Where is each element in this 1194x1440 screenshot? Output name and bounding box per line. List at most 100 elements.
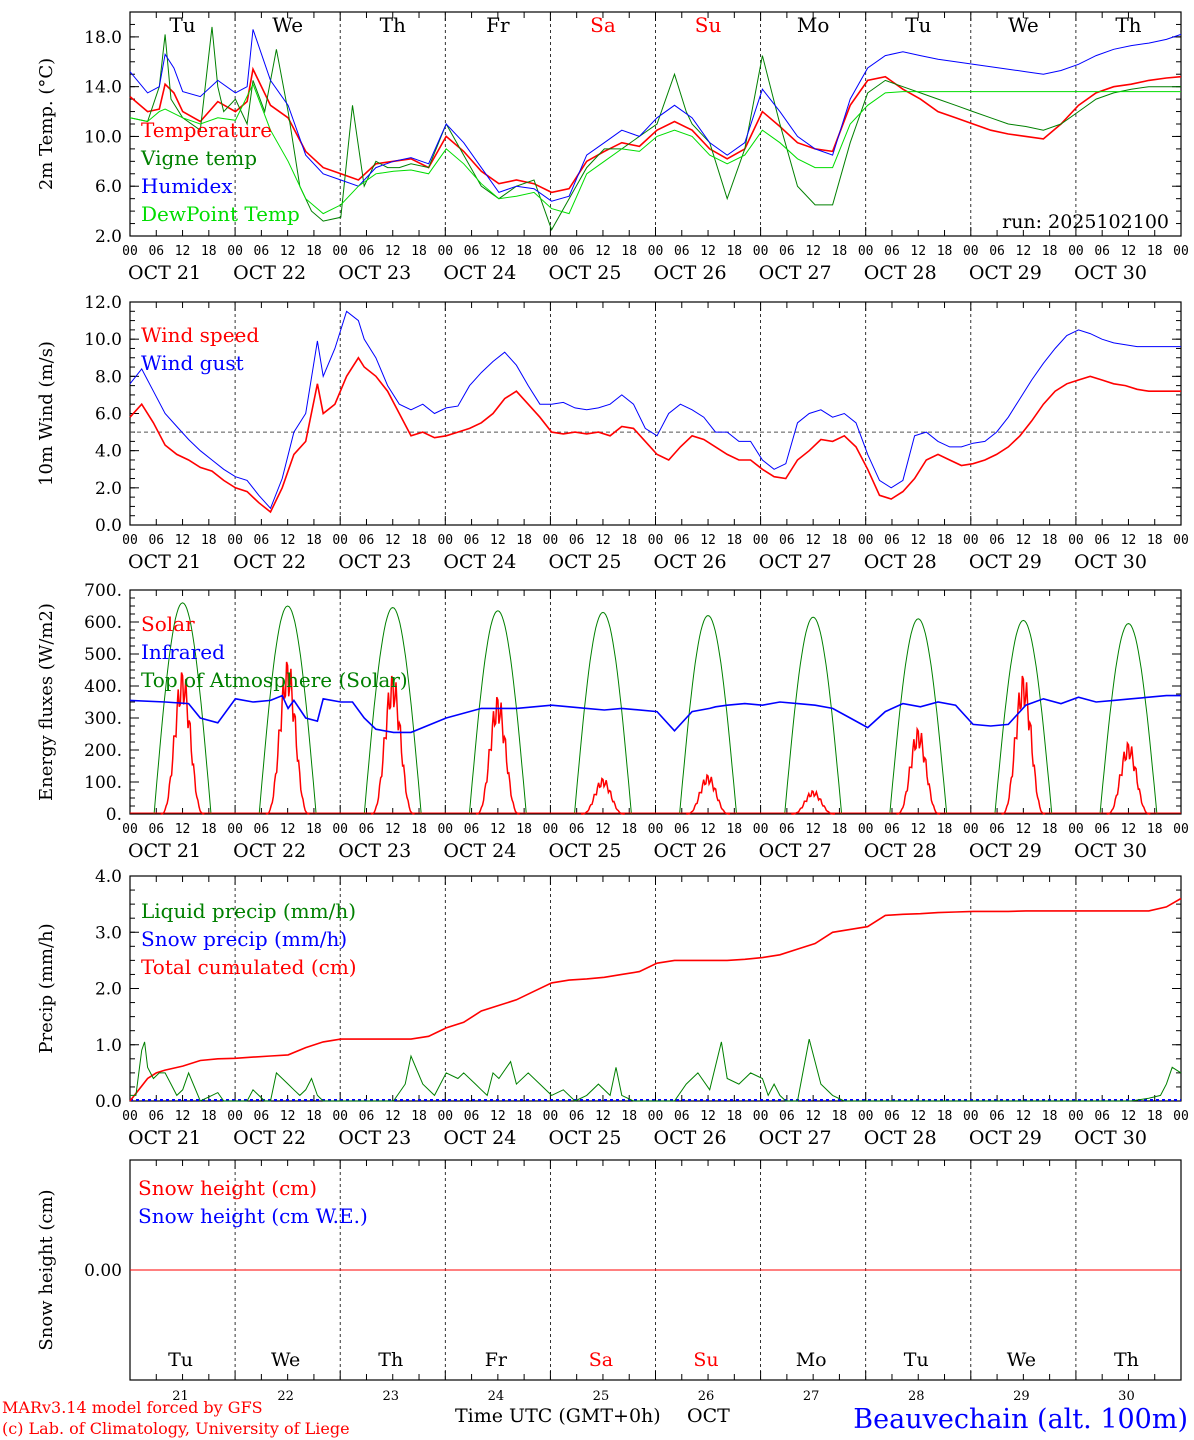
weekday-label: Fr [485,1349,508,1371]
series-line-wind-gust [129,310,1181,510]
y-tick-label: 1.0 [95,1036,122,1056]
solar-curve [1106,740,1151,815]
x-hour-label: 06 [674,1109,690,1124]
x-hour-label: 00 [858,822,874,837]
solar-curve [791,789,835,815]
panel-1: 2.0 6.0 10.0 14.0 18.0 2m Temp. (°C) 00 06 12 18 0… [36,11,1189,284]
x-hour-label: 12 [595,244,611,259]
y-tick-label: 2.0 [95,227,122,247]
solar-curve [581,777,625,815]
series-line-humidex [129,29,1182,202]
y-axis-label: 2m Temp. (°C) [36,58,57,190]
x-hour-label: 12 [280,822,296,837]
x-hour-label: 00 [122,1109,138,1124]
x-hour-label: 12 [700,822,716,837]
x-hour-label: 18 [726,244,742,259]
x-hour-label: 12 [490,1109,506,1124]
date-label: OCT 24 [443,840,516,862]
x-hour-label: 12 [490,822,506,837]
x-hour-label: 06 [464,244,480,259]
day-number: 26 [698,1389,715,1404]
x-hour-label: 18 [201,1109,217,1124]
date-label: OCT 23 [338,262,411,284]
x-hour-label: 06 [464,1109,480,1124]
legend-entry: Snow height (cm) [138,1176,317,1200]
x-hour-label: 12 [910,1109,926,1124]
date-label: OCT 30 [1074,840,1147,862]
series-line-temperature [129,66,1182,194]
y-axis-label: Energy fluxes (W/m2) [36,603,57,801]
x-hour-label: 18 [516,244,532,259]
weekday-label: Tu [905,13,931,37]
y-tick-label: 0.0 [95,1092,122,1112]
date-label: OCT 28 [864,262,937,284]
x-hour-label: 00 [648,1109,664,1124]
x-hour-label: 00 [227,244,243,259]
x-hour-label: 00 [1068,822,1084,837]
date-label: OCT 25 [548,551,621,573]
weekday-label: Su [693,1349,718,1371]
x-hour-label: 18 [621,822,637,837]
x-hour-label: 18 [832,244,848,259]
y-tick-label: 700. [84,581,122,601]
date-label: OCT 28 [864,1127,937,1149]
y-tick-label: 400. [84,677,122,697]
x-hour-label: 00 [1173,1109,1189,1124]
legend-entry: Top of Atmosphere (Solar) [141,668,408,692]
date-label: OCT 21 [128,840,201,862]
x-hour-label: 18 [1147,1109,1163,1124]
x-hour-label: 00 [543,822,559,837]
weekday-label: Tu [169,13,195,37]
x-hour-label: 06 [254,533,270,548]
toa-solar-arc [1099,623,1158,815]
x-hour-label: 18 [516,533,532,548]
y-tick-label: 3.0 [95,923,122,943]
x-hour-label: 00 [858,244,874,259]
toa-solar-arc [889,618,948,815]
x-hour-label: 12 [700,1109,716,1124]
weekday-label: Th [1115,13,1141,37]
footer-time-label: Time UTC (GMT+0h) [455,1405,661,1427]
date-label: OCT 28 [864,551,937,573]
x-hour-label: 12 [175,244,191,259]
x-hour-label: 06 [779,244,795,259]
series-line-wind-speed [129,356,1181,514]
date-label: OCT 24 [443,551,516,573]
x-hour-label: 06 [148,1109,164,1124]
x-hour-label: 00 [648,822,664,837]
x-hour-label: 12 [1016,244,1032,259]
solar-curve [686,773,730,815]
x-hour-label: 06 [1094,533,1110,548]
x-hour-label: 12 [1121,533,1137,548]
date-label: OCT 25 [548,262,621,284]
legend-entry: Snow precip (mm/h) [141,927,347,951]
x-hour-label: 06 [254,244,270,259]
day-number: 24 [488,1389,505,1404]
series-line-infrared [129,694,1181,734]
day-number: 28 [908,1389,925,1404]
weekday-label: Fr [486,13,510,37]
series-line-dewpoint-temp [129,82,1181,215]
y-tick-label: 2.0 [95,479,122,499]
legend-entry: Wind speed [141,323,259,347]
x-hour-label: 00 [122,533,138,548]
weekday-label: Th [1114,1349,1139,1371]
x-hour-label: 12 [805,822,821,837]
x-hour-label: 12 [1016,533,1032,548]
toa-solar-arc [363,607,422,815]
x-hour-label: 18 [201,533,217,548]
x-hour-label: 00 [332,1109,348,1124]
x-hour-label: 12 [280,533,296,548]
panel-5: 0.00 Snow height (cm) Snow height (cm) Snow… [36,1159,1182,1404]
y-tick-label: 6.0 [95,405,122,425]
x-hour-label: 00 [648,244,664,259]
day-number: 25 [593,1389,610,1404]
x-hour-label: 00 [437,244,453,259]
legend-entry: Wind gust [141,351,244,375]
date-label: OCT 22 [233,551,306,573]
y-tick-label: 18.0 [84,28,122,48]
run-label: run: 2025102100 [1002,211,1169,233]
x-hour-label: 12 [595,1109,611,1124]
weekday-label: We [1007,1349,1036,1371]
x-hour-label: 00 [858,533,874,548]
